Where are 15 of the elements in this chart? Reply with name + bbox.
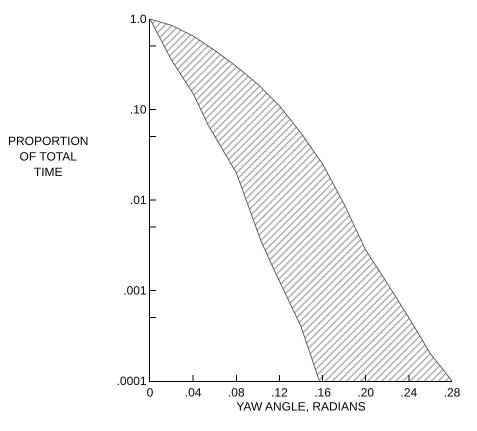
x-tick-label: .16 (314, 385, 332, 400)
y-tick-label: .10 (130, 102, 147, 117)
x-tick-label: 0 (146, 385, 154, 400)
y-tick-label: .001 (123, 284, 147, 298)
x-tick-label: .28 (444, 385, 461, 400)
x-tick-label: .24 (400, 385, 418, 400)
x-tick-label: .12 (271, 385, 288, 400)
y-tick-label: .0001 (116, 374, 147, 388)
x-tick-label: .08 (228, 385, 245, 400)
y-tick-label: 1.0 (130, 12, 147, 26)
x-tick-label: .20 (357, 385, 374, 400)
y-axis-title: PROPORTION OF TOTAL TIME (8, 134, 88, 180)
y-tick-label: .01 (130, 193, 147, 208)
x-tick-label: .04 (184, 385, 202, 400)
x-axis-title: YAW ANGLE, RADIANS (236, 399, 366, 414)
